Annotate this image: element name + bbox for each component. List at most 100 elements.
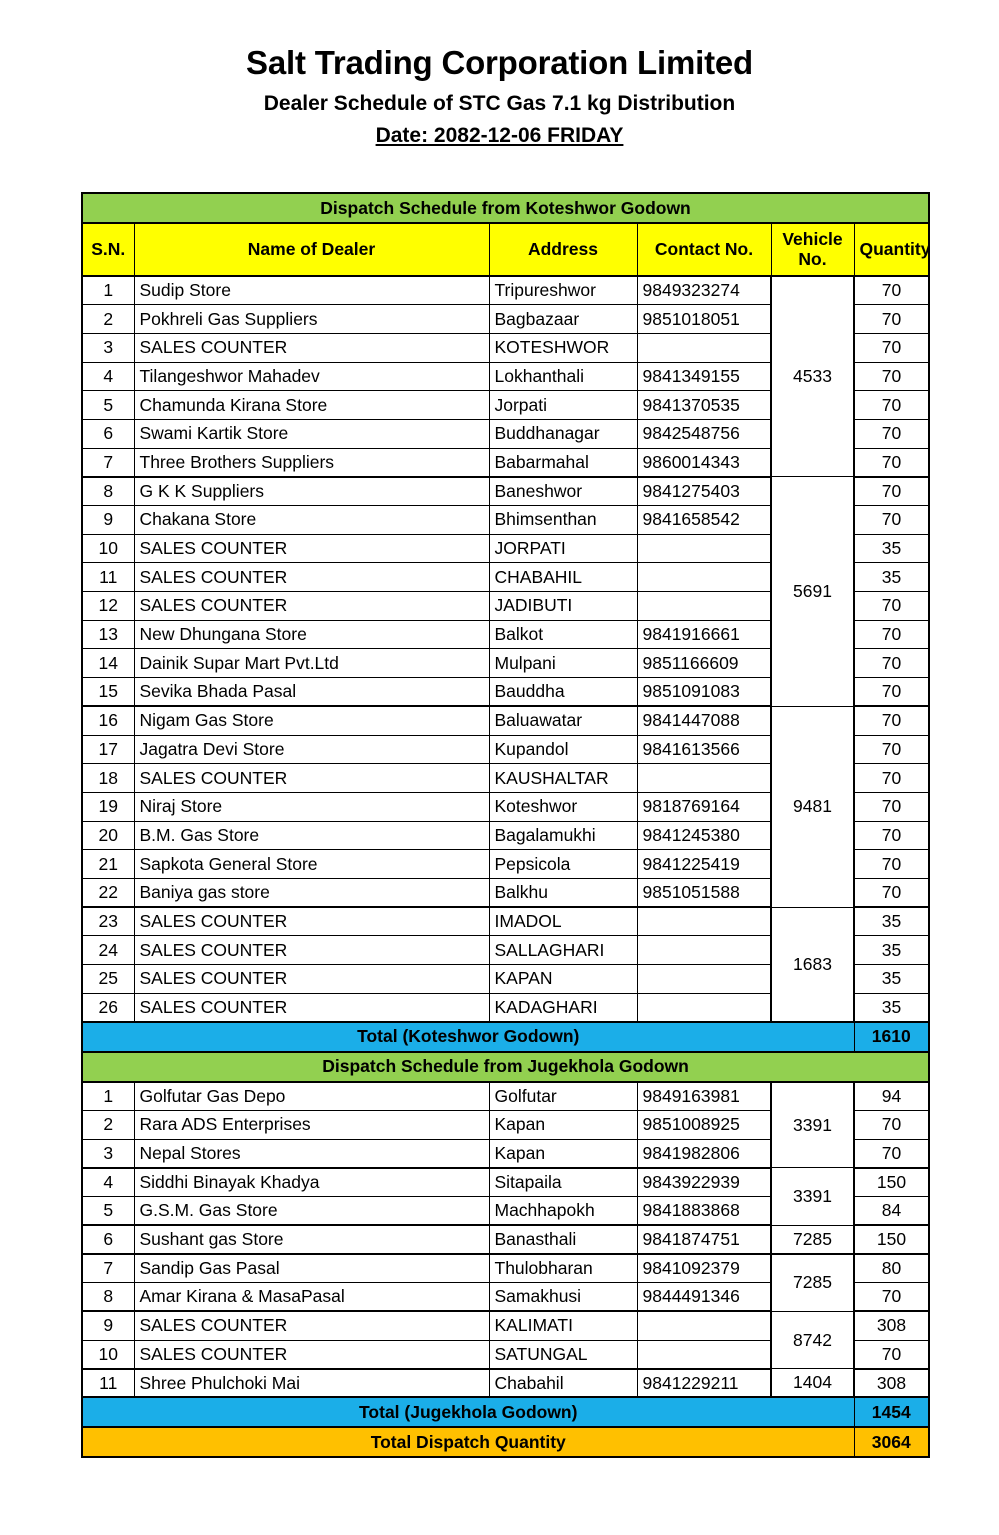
company-title: Salt Trading Corporation Limited — [246, 44, 753, 81]
table-row: 18 SALES COUNTER KAUSHALTAR 70 — [81, 763, 930, 793]
cell-dealer-name: SALES COUNTER — [133, 1339, 490, 1370]
cell-dealer-name: Sevika Bhada Pasal — [133, 677, 490, 708]
cell-address: Kapan — [488, 1138, 638, 1169]
cell-vehicle-no: 3391 — [770, 1081, 855, 1169]
cell-address: JADIBUTI — [488, 591, 638, 621]
cell-dealer-name: SALES COUNTER — [133, 964, 490, 994]
cell-sn: 16 — [81, 705, 135, 736]
cell-dealer-name: Nepal Stores — [133, 1138, 490, 1169]
section-total-row: Total (Jugekhola Godown) 1454 — [81, 1396, 930, 1429]
cell-quantity: 308 — [852, 1368, 930, 1399]
section-band-row: Dispatch Schedule from Koteshwor Godown — [81, 192, 930, 224]
cell-address: Balkot — [488, 619, 638, 650]
document-subtitle: Dealer Schedule of STC Gas 7.1 kg Distri… — [263, 91, 736, 115]
cell-vehicle-no: 4533 — [770, 275, 855, 478]
cell-quantity: 70 — [852, 648, 930, 679]
cell-quantity: 70 — [852, 275, 930, 306]
cell-sn: 12 — [81, 591, 135, 621]
cell-dealer-name: Chamunda Kirana Store — [133, 390, 490, 420]
cell-contact: 9841245380 — [636, 820, 772, 851]
cell-dealer-name: Tilangeshwor Mahadev — [133, 361, 490, 392]
cell-dealer-name: Sandip Gas Pasal — [133, 1253, 490, 1284]
cell-dealer-name: Swami Kartik Store — [133, 418, 490, 449]
cell-quantity: 70 — [852, 361, 930, 392]
cell-quantity: 70 — [852, 734, 930, 765]
cell-sn: 6 — [81, 1224, 135, 1255]
cell-address: KOTESHWOR — [488, 332, 638, 363]
cell-vehicle-no: 1683 — [770, 906, 855, 1023]
cell-address: Buddhanagar — [488, 418, 638, 449]
document-date-text: Date: 2082-12-06 FRIDAY — [375, 124, 624, 148]
table-row: 6 Swami Kartik Store Buddhanagar 9842548756… — [81, 418, 930, 449]
cell-sn: 8 — [81, 476, 135, 506]
cell-vehicle-no: 7285 — [770, 1224, 855, 1255]
cell-dealer-name: Chakana Store — [133, 505, 490, 535]
cell-address: Chabahil — [488, 1368, 638, 1399]
table-row: 13 New Dhungana Store Balkot 9841916661 70 — [81, 619, 930, 650]
cell-dealer-name: SALES COUNTER — [133, 1310, 490, 1341]
cell-sn: 10 — [81, 1339, 135, 1370]
cell-sn: 21 — [81, 849, 135, 879]
table-row: 2 Pokhreli Gas Suppliers Bagbazaar 98510180… — [81, 304, 930, 334]
cell-sn: 1 — [81, 1081, 135, 1112]
table-row: 10 SALES COUNTER SATUNGAL 70 — [81, 1339, 930, 1370]
cell-address: Babarmahal — [488, 447, 638, 478]
cell-contact: 9841982806 — [636, 1138, 772, 1169]
schedule-table-container: Dispatch Schedule from Koteshwor Godown S… — [81, 192, 931, 1459]
cell-dealer-name: Niraj Store — [133, 791, 490, 822]
cell-quantity: 35 — [852, 906, 930, 937]
table-row: 6 Sushant gas Store Banasthali 9841874751 72… — [81, 1224, 930, 1255]
table-row: 9 SALES COUNTER KALIMATI 8742 308 — [81, 1310, 930, 1370]
table-row: 23 SALES COUNTER IMADOL 1683 35 — [81, 906, 930, 1023]
table-row: 14 Dainik Supar Mart Pvt.Ltd Mulpani 985116… — [81, 648, 930, 679]
cell-quantity: 70 — [852, 1282, 930, 1313]
cell-address: Kupandol — [488, 734, 638, 765]
col-header-quantity: Quantity — [853, 222, 930, 277]
cell-address: IMADOL — [488, 906, 638, 937]
cell-quantity: 70 — [852, 619, 930, 650]
cell-sn: 2 — [81, 304, 135, 334]
cell-quantity: 70 — [852, 591, 930, 621]
cell-contact: 9851166609 — [636, 648, 772, 679]
cell-dealer-name: Baniya gas store — [133, 877, 490, 909]
cell-contact: 9844491346 — [636, 1282, 772, 1313]
cell-address: KAPAN — [488, 964, 638, 994]
cell-contact: 9841092379 — [636, 1253, 772, 1284]
table-row: 21 Sapkota General Store Pepsicola 98412254… — [81, 849, 930, 879]
cell-quantity: 150 — [852, 1167, 930, 1198]
table-row: 1 Sudip Store Tripureshwor 9849323274 4533 70 — [81, 275, 930, 478]
table-row: 22 Baniya gas store Balkhu 9851051588 70 — [81, 877, 930, 909]
cell-sn: 6 — [81, 418, 135, 449]
cell-address: Banasthali — [488, 1224, 638, 1255]
cell-vehicle-no: 9481 — [770, 705, 855, 908]
cell-contact: 9841229211 — [636, 1368, 772, 1399]
table-row: 7 Sandip Gas Pasal Thulobharan 9841092379 72… — [81, 1253, 930, 1312]
cell-contact: 9860014343 — [636, 447, 772, 478]
cell-quantity: 70 — [852, 390, 930, 420]
section-total-label: Total (Jugekhola Godown) — [81, 1396, 855, 1429]
cell-dealer-name: SALES COUNTER — [133, 906, 490, 937]
column-header-row: S.N. Name of Dealer Address Contact No. Vehi… — [81, 222, 930, 277]
cell-sn: 15 — [81, 677, 135, 708]
cell-contact: 9841275403 — [636, 476, 772, 506]
cell-quantity: 70 — [852, 505, 930, 535]
cell-vehicle-no: 3391 — [770, 1167, 855, 1226]
cell-dealer-name: SALES COUNTER — [133, 562, 490, 593]
cell-contact: 9841883868 — [636, 1196, 772, 1227]
cell-sn: 11 — [81, 1368, 135, 1399]
cell-quantity: 70 — [852, 791, 930, 822]
cell-dealer-name: B.M. Gas Store — [133, 820, 490, 851]
cell-address: Pepsicola — [488, 849, 638, 879]
table-row: 4 Tilangeshwor Mahadev Lokhanthali 98413491… — [81, 361, 930, 392]
section-total-value: 1610 — [853, 1020, 930, 1053]
cell-contact: 9818769164 — [636, 791, 772, 822]
cell-address: Thulobharan — [488, 1253, 638, 1284]
cell-sn: 26 — [81, 992, 135, 1023]
cell-contact: 9841658542 — [636, 505, 772, 535]
table-row: 2 Rara ADS Enterprises Kapan 9851008925 70 — [81, 1110, 930, 1140]
cell-vehicle-no: 8742 — [770, 1310, 855, 1370]
cell-quantity: 70 — [852, 304, 930, 334]
cell-sn: 13 — [81, 619, 135, 650]
cell-quantity: 70 — [852, 820, 930, 851]
cell-address: Samakhusi — [488, 1282, 638, 1313]
